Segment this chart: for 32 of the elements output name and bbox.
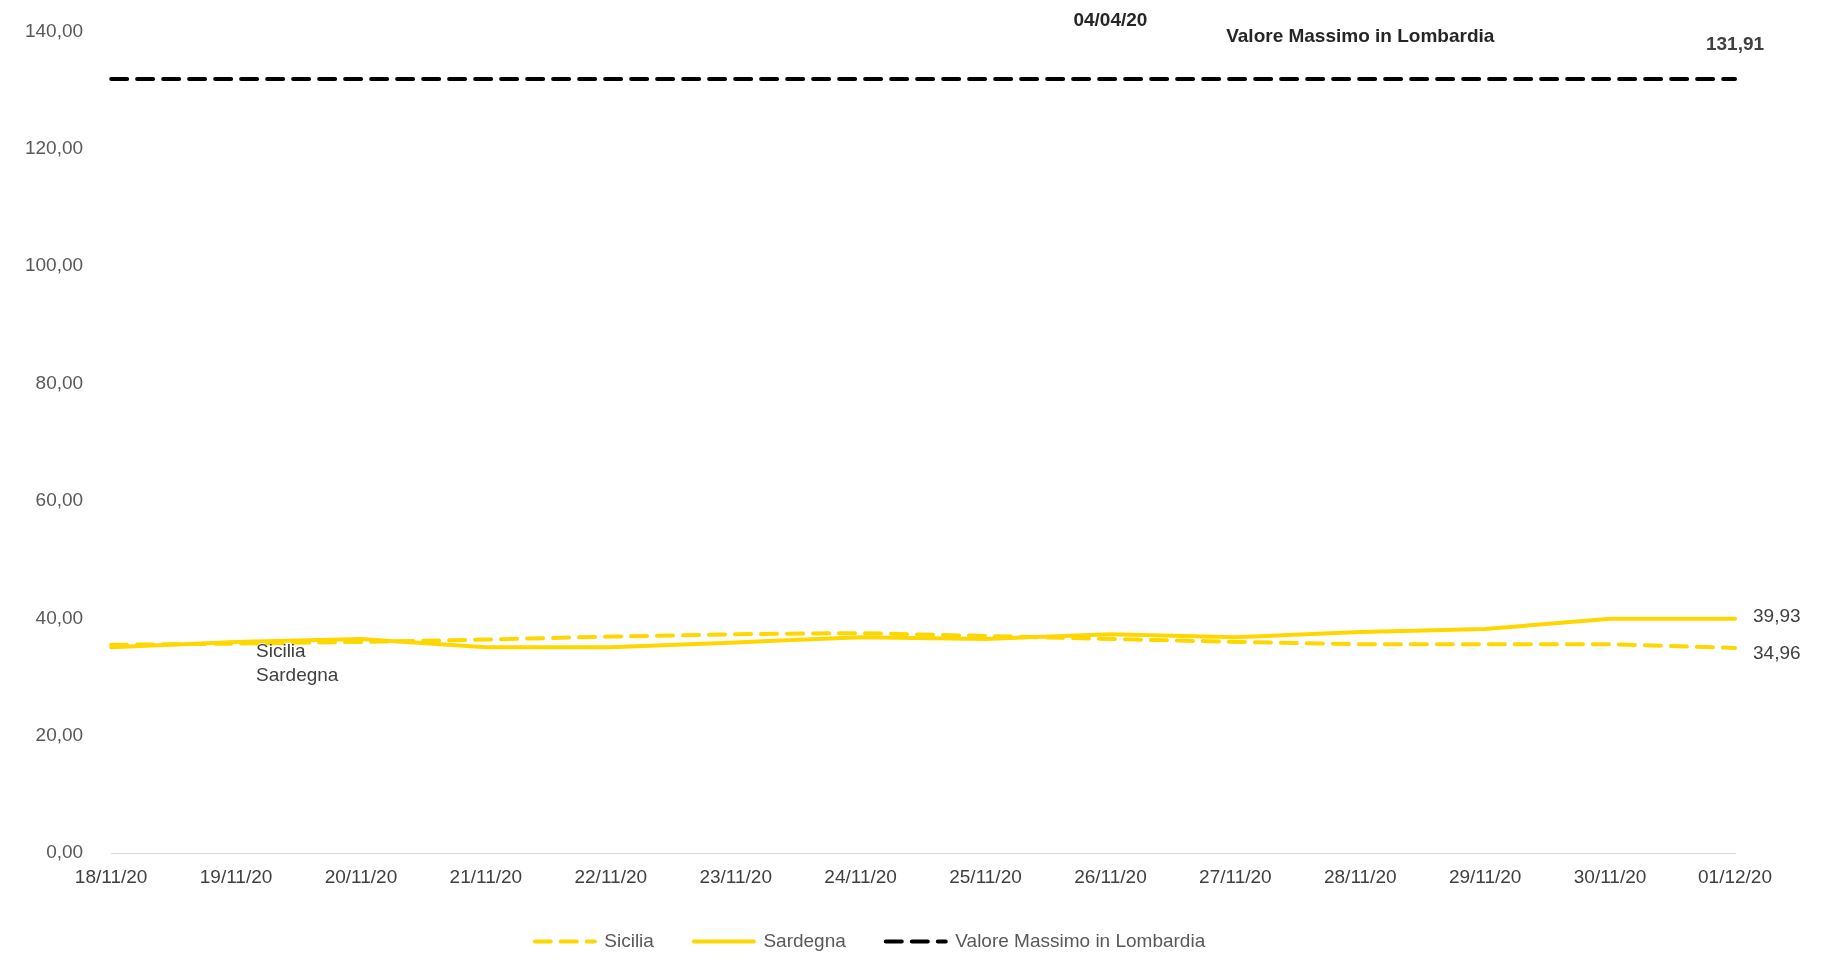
- y-tick-label: 20,00: [35, 724, 84, 746]
- y-tick-label: 80,00: [35, 371, 84, 393]
- annotation: Sicilia: [256, 640, 307, 662]
- x-tick-label: 22/11/20: [574, 865, 648, 887]
- x-tick-label: 29/11/20: [1448, 865, 1522, 887]
- x-tick-label: 23/11/20: [699, 865, 772, 887]
- legend-label: Sardegna: [763, 929, 847, 951]
- x-tick-label: 19/11/20: [199, 865, 273, 887]
- y-tick-label: 140,00: [24, 19, 84, 41]
- x-tick-label: 21/11/20: [449, 865, 523, 887]
- legend-label: Sicilia: [604, 929, 655, 951]
- x-tick-label: 24/11/20: [824, 865, 897, 887]
- x-tick-label: 20/11/20: [324, 865, 398, 887]
- x-tick-label: 28/11/20: [1323, 865, 1397, 887]
- x-tick-label: 26/11/20: [1074, 865, 1147, 887]
- x-tick-label: 01/12/20: [1698, 865, 1772, 887]
- x-tick-label: 30/11/20: [1573, 865, 1647, 887]
- y-tick-label: 100,00: [24, 254, 84, 276]
- annotation: Sardegna: [256, 664, 339, 686]
- y-tick-label: 120,00: [24, 137, 84, 159]
- data-label: 39,93: [1753, 605, 1801, 627]
- y-tick-label: 0,00: [46, 841, 84, 863]
- y-tick-label: 60,00: [35, 489, 84, 511]
- annotation: Valore Massimo in Lombardia: [1226, 25, 1495, 47]
- x-tick-label: 18/11/20: [74, 865, 148, 887]
- legend-label: Valore Massimo in Lombardia: [955, 929, 1206, 951]
- x-tick-label: 25/11/20: [949, 865, 1022, 887]
- text: 04/04/20: [1073, 9, 1148, 31]
- x-tick-label: 27/11/20: [1199, 865, 1272, 887]
- y-tick-label: 40,00: [35, 606, 84, 628]
- data-label: 131,91: [1705, 33, 1765, 55]
- data-label: 34,96: [1753, 642, 1801, 664]
